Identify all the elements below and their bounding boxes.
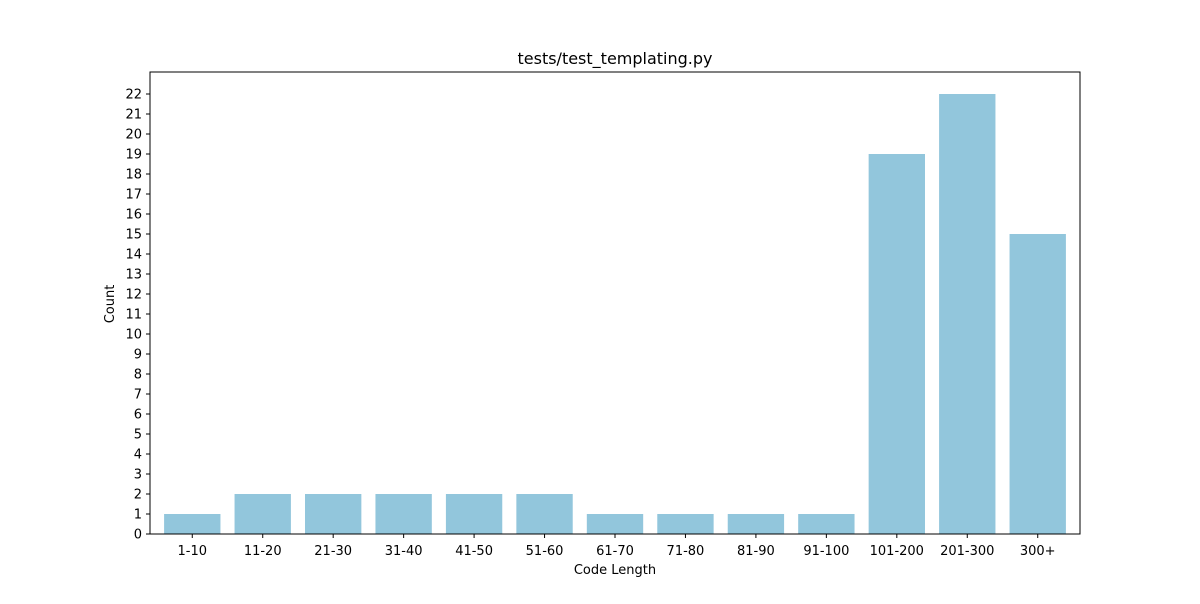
bar-201-300 bbox=[939, 94, 996, 534]
bars-group bbox=[164, 94, 1066, 534]
bar-61-70 bbox=[586, 514, 644, 534]
bar-41-50 bbox=[445, 494, 503, 534]
bar-71-80 bbox=[657, 514, 714, 534]
y-tick-label: 20 bbox=[125, 128, 142, 143]
x-tick-label: 61-70 bbox=[596, 544, 634, 559]
x-tick-label: 51-60 bbox=[526, 544, 564, 559]
y-axis-label: Count bbox=[103, 285, 118, 324]
x-tick-label: 91-100 bbox=[803, 544, 849, 559]
y-tick-label: 4 bbox=[134, 448, 142, 463]
x-tick-label: 11-20 bbox=[244, 544, 282, 559]
y-tick-label: 10 bbox=[125, 328, 142, 343]
y-tick-label: 17 bbox=[125, 188, 142, 203]
x-tick-label: 1-10 bbox=[178, 544, 208, 559]
bar-21-30 bbox=[305, 494, 362, 534]
y-tick-label: 15 bbox=[125, 228, 142, 243]
y-tick-label: 7 bbox=[134, 388, 142, 403]
bar-31-40 bbox=[375, 494, 432, 534]
y-tick-label: 2 bbox=[134, 488, 142, 503]
y-tick-label: 18 bbox=[125, 168, 142, 183]
plot-frame bbox=[149, 71, 1081, 535]
bar-1-10 bbox=[164, 514, 221, 534]
x-tick-label: 81-90 bbox=[737, 544, 775, 559]
y-tick-label: 19 bbox=[125, 148, 142, 163]
x-tick-label: 300+ bbox=[1020, 544, 1056, 559]
y-tick-label: 13 bbox=[125, 268, 142, 283]
y-tick-label: 14 bbox=[125, 248, 142, 263]
y-tick-label: 21 bbox=[125, 108, 142, 123]
x-tick-label: 201-300 bbox=[940, 544, 994, 559]
bar-300+ bbox=[1009, 234, 1066, 534]
y-tick-label: 9 bbox=[134, 348, 142, 363]
bar-11-20 bbox=[234, 494, 291, 534]
bar-81-90 bbox=[727, 514, 785, 534]
x-tick-label: 71-80 bbox=[667, 544, 705, 559]
x-tick-label: 21-30 bbox=[314, 544, 352, 559]
bar-51-60 bbox=[516, 494, 573, 534]
x-tick-label: 31-40 bbox=[385, 544, 423, 559]
y-tick-label: 16 bbox=[125, 208, 142, 223]
chart-title: tests/test_templating.py bbox=[517, 49, 712, 69]
x-tick-label: 41-50 bbox=[455, 544, 493, 559]
y-tick-label: 12 bbox=[125, 288, 142, 303]
y-tick-label: 22 bbox=[125, 88, 142, 103]
y-tick-label: 6 bbox=[134, 408, 142, 423]
x-axis-ticks: 1-10 11-20 21-30 31-40 41-50 51-60 61-70 71-80 8… bbox=[178, 534, 1056, 559]
y-tick-label: 8 bbox=[134, 368, 142, 383]
y-tick-label: 1 bbox=[134, 508, 142, 523]
x-tick-label: 101-200 bbox=[870, 544, 924, 559]
y-tick-label: 11 bbox=[125, 308, 142, 323]
x-axis-label: Code Length bbox=[574, 563, 656, 578]
bar-101-200 bbox=[868, 154, 925, 534]
y-tick-label: 0 bbox=[134, 528, 142, 543]
y-tick-label: 5 bbox=[134, 428, 142, 443]
bar-91-100 bbox=[798, 514, 855, 534]
y-tick-label: 3 bbox=[134, 468, 142, 483]
